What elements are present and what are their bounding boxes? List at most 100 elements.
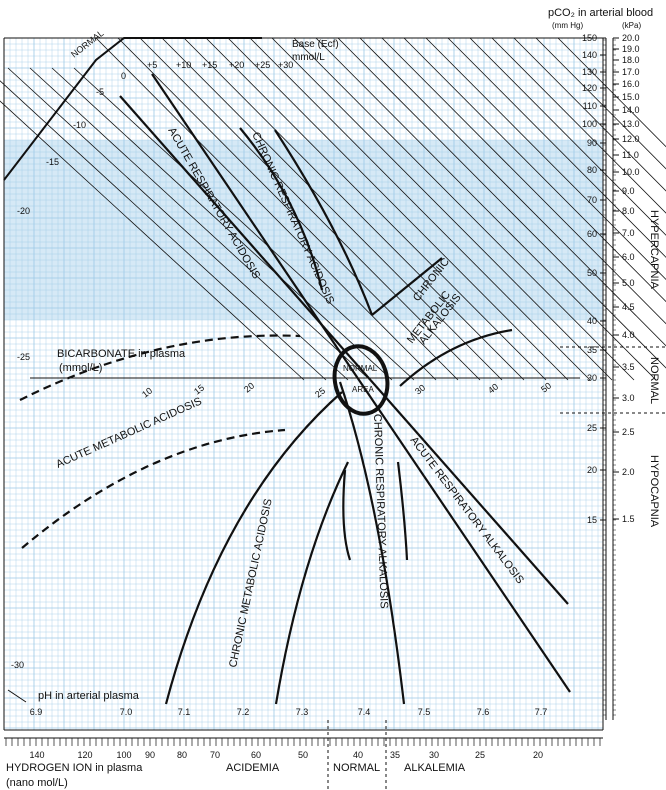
base-excess-line [95, 37, 437, 381]
bicarbonate-ticks: 10 15 20 25 30 40 50 [140, 381, 553, 400]
kpa-tick-label: 19.0 [622, 44, 640, 54]
normal-area-label-2: AREA [352, 385, 374, 394]
bicarbonate-tick: 40 [486, 382, 500, 396]
hydrogen-tick-label: 40 [353, 750, 363, 760]
base-excess-line [139, 37, 481, 381]
bicarbonate-title: BICARBONATE in plasma [57, 348, 186, 360]
mmhg-tick-label: 15 [587, 515, 597, 525]
base-excess-label: +20 [229, 60, 244, 70]
kpa-tick-label: 20.0 [622, 33, 640, 43]
base-excess-label: +5 [147, 60, 157, 70]
kpa-tick-label: 4.5 [622, 302, 635, 312]
base-excess-line [491, 37, 666, 214]
mmhg-tick-label: 150 [582, 33, 597, 43]
kpa-axis: 20.019.018.017.016.015.014.013.012.011.0… [613, 33, 640, 524]
base-excess-line [73, 67, 415, 381]
kpa-tick-label: 3.5 [622, 362, 635, 372]
hydrogen-title-1: HYDROGEN ION in plasma [6, 762, 143, 774]
base-deficit-label: -10 [73, 120, 86, 130]
pco2-title: pCO₂ in arterial blood [548, 7, 653, 19]
base-excess-line [513, 37, 666, 192]
base-deficit-label: 0 [121, 71, 126, 81]
normal-area-ellipse [332, 344, 390, 416]
base-excess-label: +15 [202, 60, 217, 70]
hydrogen-tick-label: 25 [475, 750, 485, 760]
base-excess-line [117, 37, 459, 381]
chronic-metabolic-acidosis-label: CHRONIC METABOLIC ACIDOSIS [227, 498, 275, 669]
mmhg-tick-label: 130 [582, 67, 597, 77]
mmhg-tick-label: 100 [582, 119, 597, 129]
hydrogen-tick-label: 140 [29, 750, 44, 760]
ph-tick-label: 6.9 [30, 707, 43, 717]
base-excess-line [0, 100, 305, 381]
hydrogen-tick-label: 120 [77, 750, 92, 760]
ph-tick-label: 7.4 [358, 707, 371, 717]
bicarbonate-arcs [19, 334, 580, 549]
base-excess-line [315, 37, 657, 381]
mmhg-tick-label: 140 [582, 50, 597, 60]
base-excess-line [7, 67, 349, 381]
mmhg-tick-label: 110 [583, 101, 597, 111]
kpa-tick-label: 15.0 [622, 92, 640, 102]
kpa-tick-label: 5.0 [622, 278, 635, 288]
base-deficit-label: -15 [46, 157, 59, 167]
base-excess-label: +25 [255, 60, 270, 70]
kpa-tick-label: 6.0 [622, 252, 635, 262]
ph-axis-line [7, 689, 27, 703]
mmhg-tick-label: 90 [587, 138, 597, 148]
right-axes [603, 38, 616, 720]
kpa-tick-label: 1.5 [622, 514, 635, 524]
mmhg-tick-label: 50 [587, 268, 597, 278]
hypercapnia-label: HYPERCAPNIA [648, 210, 660, 290]
hydrogen-tick-label: 100 [116, 750, 131, 760]
kpa-unit: (kPa) [622, 21, 641, 30]
kpa-tick-label: 9.0 [622, 186, 635, 196]
base-excess-line [249, 37, 591, 381]
ph-tick-label: 7.2 [237, 707, 250, 717]
bicarbonate-tick: 30 [413, 383, 427, 397]
hydrogen-tick-label: 90 [145, 750, 155, 760]
normal-capnia-label: NORMAL [648, 357, 660, 404]
base-excess-line [161, 37, 503, 381]
kpa-tick-label: 4.0 [622, 330, 635, 340]
base-excess-line [227, 37, 569, 381]
mmhg-tick-label: 20 [587, 465, 597, 475]
alkalemia-label: ALKALEMIA [404, 762, 466, 774]
ph-tick-label: 7.1 [178, 707, 191, 717]
base-deficit-label: -25 [17, 352, 30, 362]
base-excess-line [271, 37, 613, 381]
kpa-tick-label: 2.0 [622, 467, 635, 477]
kpa-tick-label: 16.0 [622, 79, 640, 89]
base-excess-line [381, 37, 666, 325]
base-deficit-labels: 0 -5 -10 -15 -20 -25 -30 [11, 71, 126, 670]
bicarbonate-tick: 15 [192, 383, 206, 397]
base-excess-label: +30 [278, 60, 293, 70]
base-excess-labels: +5 +10 +15 +20 +25 +30 [147, 60, 293, 70]
bicarbonate-tick: 20 [242, 381, 256, 395]
mmhg-tick-label: 80 [587, 165, 597, 175]
base-excess-label: +10 [176, 60, 191, 70]
base-unit: mmol/L [292, 52, 325, 63]
bicarbonate-tick: 50 [539, 381, 553, 395]
mmhg-unit: (mm Hg) [552, 21, 583, 30]
mmhg-tick-label: 60 [587, 229, 597, 239]
region-boundaries [119, 73, 571, 705]
hydrogen-title-2: (nano mol/L) [6, 777, 68, 789]
base-excess-line [535, 37, 666, 170]
hydrogen-tick-label: 30 [429, 750, 439, 760]
kpa-tick-label: 3.0 [622, 393, 635, 403]
base-excess-line [359, 37, 666, 347]
ph-title: pH in arterial plasma [38, 690, 140, 702]
kpa-tick-label: 7.0 [622, 228, 635, 238]
ph-tick-label: 7.5 [418, 707, 431, 717]
hydrogen-tick-label: 60 [251, 750, 261, 760]
mmhg-tick-label: 120 [582, 83, 597, 93]
mmhg-tick-label: 35 [587, 345, 597, 355]
ph-tick-label: 7.6 [477, 707, 490, 717]
ph-axis: 6.9 7.0 7.1 7.2 7.3 7.4 7.5 7.6 7.7 [30, 707, 548, 717]
bicarbonate-tick: 25 [313, 386, 327, 400]
normal-area-label-1: NORMAL [343, 364, 378, 373]
base-excess-line [337, 37, 666, 369]
normal-top-bracket [3, 37, 262, 181]
